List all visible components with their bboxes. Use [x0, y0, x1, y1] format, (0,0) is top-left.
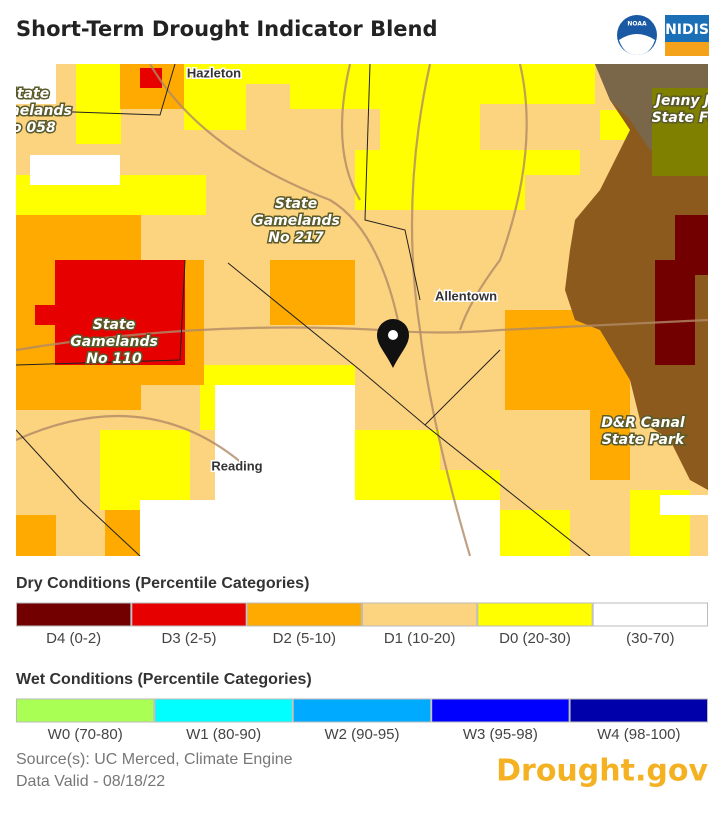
map-label: State Gamelands No 217 — [252, 196, 340, 246]
legend-swatch — [431, 698, 570, 723]
legend-swatch — [477, 602, 593, 627]
legend-swatch — [592, 602, 709, 627]
legend-label: W2 (90-95) — [324, 726, 399, 743]
legend-label: D4 (0-2) — [46, 630, 101, 647]
legend-title: Dry Conditions (Percentile Categories) — [16, 575, 309, 592]
noaa-logo: NOAA — [617, 15, 657, 55]
legend-swatch — [16, 602, 132, 627]
map-label: Jenny JumpState Forest — [652, 93, 724, 126]
nidis-text: NIDIS — [665, 22, 709, 38]
legend-label: D0 (20-30) — [499, 630, 571, 647]
map-label: Reading — [211, 458, 262, 473]
legend-label: W3 (95-98) — [463, 726, 538, 743]
legend-swatch — [16, 698, 155, 723]
map-label: Hazleton — [187, 65, 241, 80]
legend-swatch — [246, 602, 363, 627]
legend-label: W0 (70-80) — [48, 726, 123, 743]
map-label: Allentown — [435, 288, 497, 303]
nidis-logo: NIDIS — [665, 15, 709, 56]
location-pin — [377, 319, 409, 368]
legend-swatch — [131, 602, 247, 627]
source: Source(s): UC Merced, Climate Engine — [16, 751, 293, 768]
legend-label: D3 (2-5) — [161, 630, 216, 647]
legend-swatch — [569, 698, 708, 723]
legend-swatch — [154, 698, 293, 723]
title: Short-Term Drought Indicator Blend — [16, 17, 438, 41]
brand[interactable]: Drought.gov — [496, 754, 708, 789]
legend-label: D1 (10-20) — [384, 630, 456, 647]
data-valid: Data Valid - 08/18/22 — [16, 773, 165, 790]
legend-swatch — [362, 602, 478, 627]
map-label: D&R Canal State Park — [601, 415, 686, 448]
legends: Dry Conditions (Percentile Categories) D4… — [16, 575, 709, 743]
legend-label: (30-70) — [626, 630, 674, 647]
noaa-text: NOAA — [627, 21, 647, 28]
legend-label: W4 (98-100) — [597, 726, 680, 743]
legend-title: Wet Conditions (Percentile Categories) — [16, 671, 312, 688]
map-label: State Gamelands No 110 — [70, 317, 158, 367]
legend-swatch — [292, 698, 432, 723]
legend-label: W1 (80-90) — [186, 726, 261, 743]
legend-label: D2 (5-10) — [273, 630, 336, 647]
